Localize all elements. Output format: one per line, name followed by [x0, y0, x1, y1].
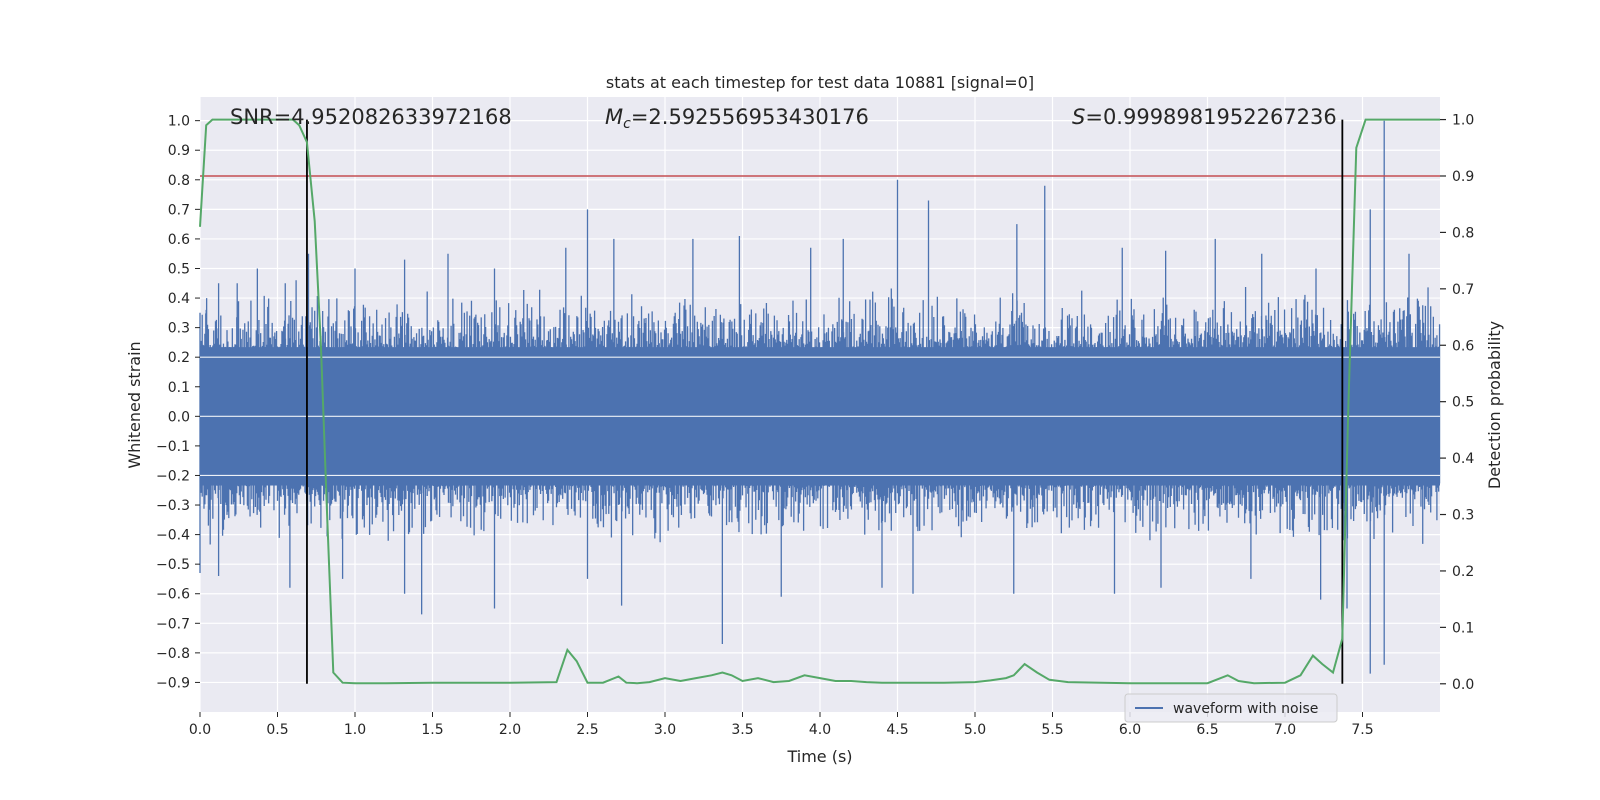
y-left-tick-label: −0.4 — [156, 528, 190, 544]
x-tick-label: 3.5 — [731, 722, 753, 738]
y-left-tick-label: −0.6 — [156, 587, 190, 603]
y-right-tick-label: 0.0 — [1452, 677, 1474, 693]
vertical-markers — [306, 119, 1344, 684]
axes-layer: 0.0 0.5 1.0 1.5 2.0 2.5 3.0 3.5 4.0 4.5 5.0 5.5 6.0 6… — [156, 113, 1474, 738]
y-right-tick-label: 0.9 — [1452, 169, 1474, 185]
y-left-tick-label: 0.3 — [168, 321, 190, 337]
probability-line — [199, 118, 1440, 685]
x-tick-label: 1.5 — [421, 722, 443, 738]
x-axis-label: Time (s) — [786, 747, 852, 766]
y-right-tick-label: 0.8 — [1452, 225, 1474, 241]
chirp-mass-subscript: c — [623, 116, 631, 132]
x-tick-label: 0.0 — [189, 722, 211, 738]
x-tick-label: 6.0 — [1119, 722, 1141, 738]
y-left-tick-label: 0.4 — [168, 291, 190, 307]
x-tick-label: 5.0 — [964, 722, 986, 738]
y-left-tick-label: 0.7 — [168, 202, 190, 218]
y-left-tick-label: 0.2 — [168, 350, 190, 366]
y-right-tick-label: 0.5 — [1452, 395, 1474, 411]
x-tick-label: 7.0 — [1274, 722, 1296, 738]
y-left-tick-label: 0.1 — [168, 380, 190, 396]
s-symbol: S — [1072, 105, 1085, 129]
y-left-tick-label: −0.1 — [156, 439, 190, 455]
legend: waveform with noise — [1124, 693, 1338, 723]
chirp-mass-symbol: M — [605, 105, 623, 129]
y-axis-label-right: Detection probability — [1485, 321, 1504, 489]
y-axis-label-left: Whitened strain — [125, 341, 144, 468]
y-right-tick-label: 0.3 — [1452, 508, 1474, 524]
x-tick-label: 1.0 — [344, 722, 366, 738]
y-right-tick-label: 0.2 — [1452, 564, 1474, 580]
x-tick-label: 2.5 — [576, 722, 598, 738]
y-left-tick-label: 0.5 — [168, 261, 190, 277]
y-right-tick-label: 0.7 — [1452, 282, 1474, 298]
y-left-tick-label: −0.3 — [156, 498, 190, 514]
chart-title: stats at each timestep for test data 108… — [606, 73, 1034, 92]
chirp-mass-value: =2.592556953430176 — [631, 105, 869, 129]
s-value: =0.9998981952267236 — [1085, 105, 1336, 129]
s-annotation: S=0.9998981952267236 — [1072, 105, 1337, 129]
x-tick-label: 0.5 — [266, 722, 288, 738]
chirp-mass-annotation: Mc=2.592556953430176 — [605, 105, 869, 132]
waveform-layer — [199, 120, 1441, 674]
snr-annotation: SNR=4.952082633972168 — [230, 105, 512, 129]
y-left-tick-label: 0.0 — [168, 409, 190, 425]
y-left-tick-label: −0.9 — [156, 675, 190, 691]
x-tick-label: 4.0 — [809, 722, 831, 738]
y-right-tick-label: 1.0 — [1452, 113, 1474, 129]
y-left-tick-label: −0.2 — [156, 468, 190, 484]
x-tick-label: 4.5 — [886, 722, 908, 738]
y-left-tick-label: 0.9 — [168, 143, 190, 159]
x-tick-label: 7.5 — [1351, 722, 1373, 738]
legend-box — [1124, 693, 1338, 723]
legend-label: waveform with noise — [1173, 701, 1318, 717]
y-right-tick-label: 0.4 — [1452, 451, 1474, 467]
y-left-tick-label: 0.6 — [168, 232, 190, 248]
y-left-tick-label: −0.5 — [156, 557, 190, 573]
x-tick-label: 6.5 — [1196, 722, 1218, 738]
y-left-tick-label: −0.7 — [156, 616, 190, 632]
y-left-tick-label: 1.0 — [168, 114, 190, 130]
y-left-tick-label: −0.8 — [156, 646, 190, 662]
y-right-tick-label: 0.6 — [1452, 338, 1474, 354]
x-tick-label: 2.0 — [499, 722, 521, 738]
y-left-tick-label: 0.8 — [168, 173, 190, 189]
x-tick-label: 5.5 — [1041, 722, 1063, 738]
x-tick-label: 3.0 — [654, 722, 676, 738]
y-right-tick-label: 0.1 — [1452, 620, 1474, 636]
